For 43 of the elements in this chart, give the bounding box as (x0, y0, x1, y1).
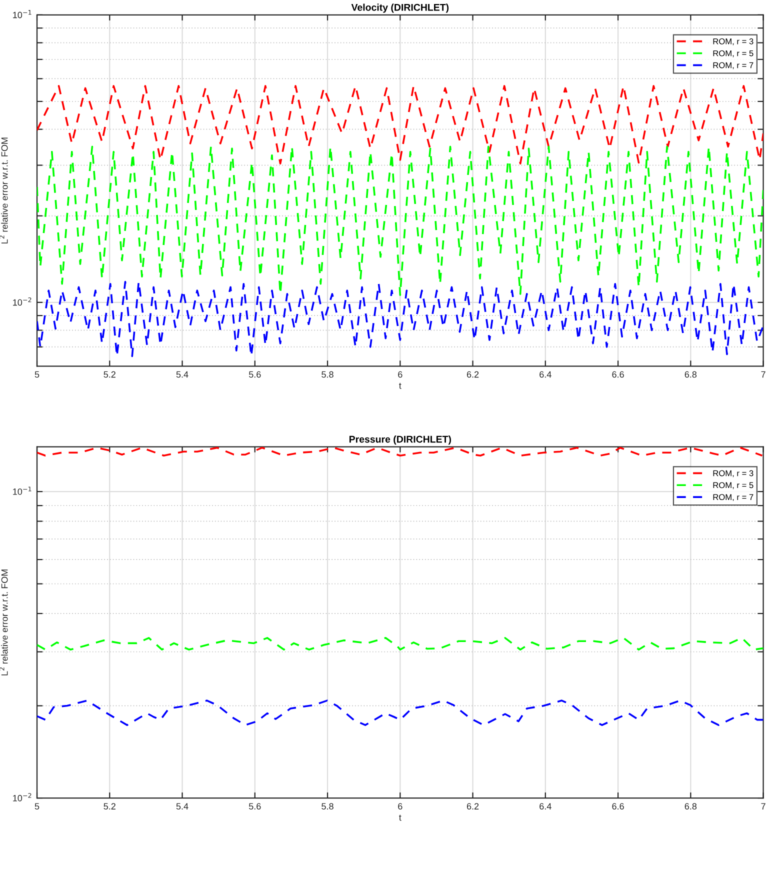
x-axis-title: t (399, 382, 402, 389)
x-tick-label: 5.6 (248, 803, 261, 810)
legend-label: ROM, r = 5 (713, 482, 754, 490)
line-series (37, 85, 764, 164)
x-tick-label: 7 (761, 371, 766, 378)
x-tick-label: 5.8 (322, 803, 334, 810)
x-tick-label: 7 (761, 803, 766, 810)
line-series (37, 700, 764, 726)
y-tick-label: 10$^{−1}$ (13, 10, 32, 18)
x-tick-label: 6 (398, 371, 402, 378)
x-tick-label: 5.2 (104, 371, 116, 378)
x-tick-label: 6.8 (684, 371, 697, 378)
legend-label: ROM, r = 3 (713, 38, 754, 46)
legend-label: ROM, r = 5 (713, 50, 754, 58)
x-tick-label: 6 (398, 803, 402, 810)
x-tick-label: 5 (34, 803, 40, 810)
x-axis-title: t (399, 814, 402, 821)
x-tick-label: 5.8 (322, 371, 334, 378)
legend-label: ROM, r = 3 (713, 470, 754, 478)
x-tick-label: 5.2 (104, 803, 116, 810)
y-axis-title: L$^{2}$ relative error w.r.t. FOM (0, 570, 8, 676)
y-axis-title: L$^{2}$ relative error w.r.t. FOM (0, 138, 8, 244)
y-tick-label: 10$^{−2}$ (13, 793, 32, 802)
chart-title: Velocity (DIRICHLET) (351, 4, 449, 13)
line-series (37, 637, 764, 651)
line-series (37, 146, 764, 296)
x-tick-label: 5.4 (176, 803, 188, 810)
chart-title: Pressure (DIRICHLET) (349, 436, 451, 445)
x-tick-label: 6.6 (612, 371, 624, 378)
line-series (37, 280, 764, 358)
x-tick-label: 5.6 (248, 371, 261, 378)
x-tick-label: 6.2 (466, 371, 479, 378)
x-tick-label: 5 (34, 371, 40, 378)
x-tick-label: 6.2 (466, 803, 479, 810)
x-tick-label: 6.8 (684, 803, 697, 810)
y-tick-label: 10$^{−2}$ (13, 297, 32, 306)
x-tick-label: 6.6 (612, 803, 624, 810)
x-tick-label: 5.4 (176, 371, 188, 378)
legend-label: ROM, r = 7 (713, 494, 754, 502)
y-tick-label: 10$^{−1}$ (13, 486, 32, 495)
legend-label: ROM, r = 7 (713, 62, 754, 70)
x-tick-label: 6.4 (540, 803, 552, 810)
x-tick-label: 6.4 (540, 371, 552, 378)
